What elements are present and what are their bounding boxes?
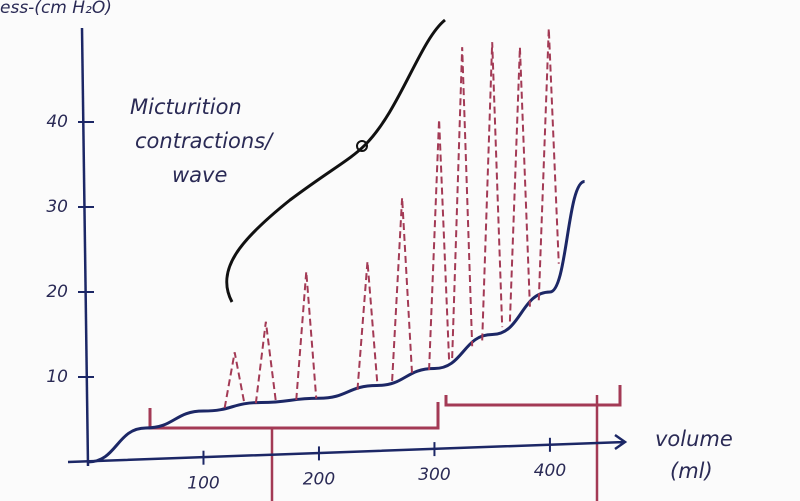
y-tick-label: 30	[46, 197, 68, 217]
contraction-wave	[429, 119, 449, 370]
contraction-wave	[482, 42, 502, 340]
y-tick-label: 20	[46, 282, 68, 302]
x-axis-unit: (ml)	[670, 459, 713, 483]
contraction-wave	[357, 261, 377, 389]
x-tick-label: 200	[303, 469, 335, 489]
x-axis	[68, 435, 625, 462]
contraction-wave	[296, 272, 316, 400]
x-tick-label: 300	[418, 465, 450, 485]
annotation: wave	[172, 163, 227, 187]
pressure-curve	[88, 182, 585, 463]
contraction-wave	[510, 47, 530, 321]
contraction-wave	[225, 352, 245, 408]
annotation: Micturition	[130, 95, 242, 119]
chart: ess-(cm H₂O) Micturition contractions/ w…	[0, 0, 800, 501]
x-axis-label: volume	[655, 427, 733, 451]
annotation: contractions/	[135, 129, 274, 153]
contraction-wave	[392, 198, 412, 381]
y-axis	[82, 28, 88, 466]
y-tick-label: 10	[46, 367, 68, 387]
y-tick-label: 40	[46, 112, 68, 132]
x-tick-label: 100	[187, 474, 219, 494]
y-axis-label: ess-(cm H₂O)	[0, 0, 112, 18]
bracket	[150, 402, 438, 428]
page: {"chart_data": {"type": "line", "y_label…	[0, 0, 800, 501]
contraction-wave	[452, 47, 472, 358]
contraction-wave	[539, 29, 559, 301]
annotation-pointer	[227, 20, 445, 302]
x-tick-label: 400	[534, 461, 566, 481]
bracket	[446, 385, 620, 405]
contraction-wave	[256, 322, 276, 404]
